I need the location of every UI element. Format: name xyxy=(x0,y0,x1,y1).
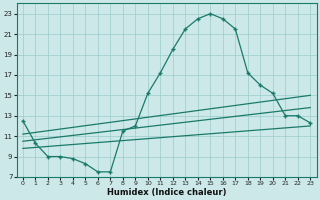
X-axis label: Humidex (Indice chaleur): Humidex (Indice chaleur) xyxy=(107,188,226,197)
